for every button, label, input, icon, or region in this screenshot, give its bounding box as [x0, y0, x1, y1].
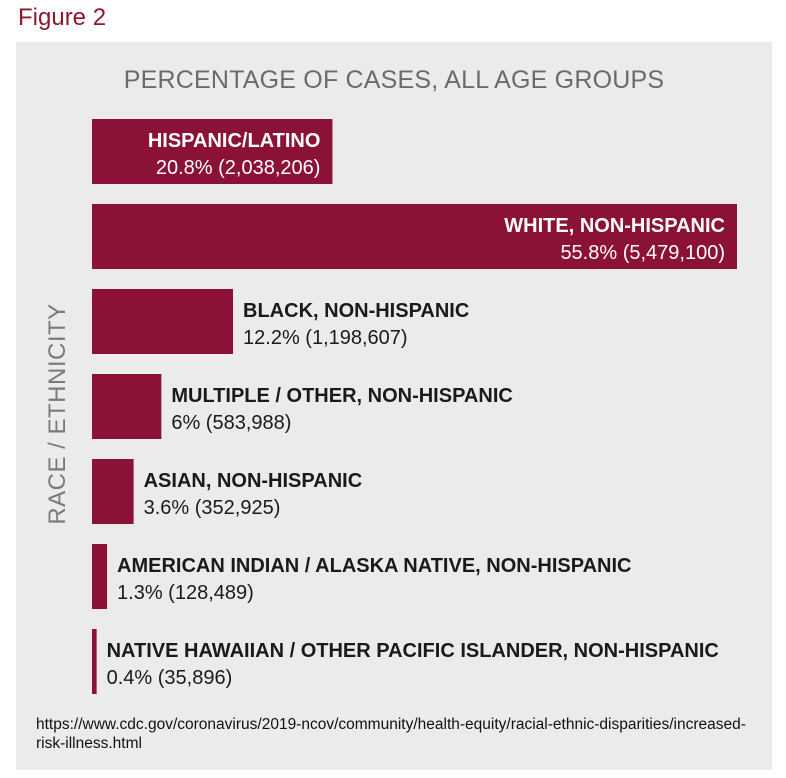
- category-label-1: WHITE, NON-HISPANIC: [504, 215, 725, 237]
- value-label-4: 3.6% (352,925): [144, 497, 281, 519]
- category-label-5: AMERICAN INDIAN / ALASKA NATIVE, NON-HIS…: [117, 555, 631, 577]
- bar-4: [92, 459, 134, 524]
- bar-1: [92, 204, 737, 269]
- chart-panel: PERCENTAGE OF CASES, ALL AGE GROUPS RACE…: [16, 42, 772, 770]
- category-label-6: NATIVE HAWAIIAN / OTHER PACIFIC ISLANDER…: [107, 640, 719, 662]
- bar-2: [92, 289, 234, 354]
- bar-6: [92, 629, 97, 694]
- category-label-2: BLACK, NON-HISPANIC: [243, 300, 469, 322]
- bar-5: [92, 544, 108, 609]
- value-label-6: 0.4% (35,896): [107, 667, 233, 689]
- figure-label: Figure 2: [18, 4, 107, 31]
- chart-title: PERCENTAGE OF CASES, ALL AGE GROUPS: [123, 66, 665, 94]
- category-label-3: MULTIPLE / OTHER, NON-HISPANIC: [171, 385, 512, 407]
- bar-0: [92, 119, 333, 184]
- bar-chart: HISPANIC/LATINO 20.8% (2,038,206) WHITE, N…: [92, 119, 737, 694]
- category-label-4: ASIAN, NON-HISPANIC: [144, 470, 363, 492]
- value-label-0: 20.8% (2,038,206): [156, 157, 321, 179]
- value-label-5: 1.3% (128,489): [117, 582, 254, 604]
- bar-3: [92, 374, 162, 439]
- value-label-1: 55.8% (5,479,100): [560, 242, 725, 264]
- value-label-2: 12.2% (1,198,607): [243, 327, 408, 349]
- value-label-3: 6% (583,988): [171, 412, 291, 434]
- source-citation: https://www.cdc.gov/coronavirus/2019-nco…: [36, 716, 746, 752]
- category-label-0: HISPANIC/LATINO: [148, 130, 321, 152]
